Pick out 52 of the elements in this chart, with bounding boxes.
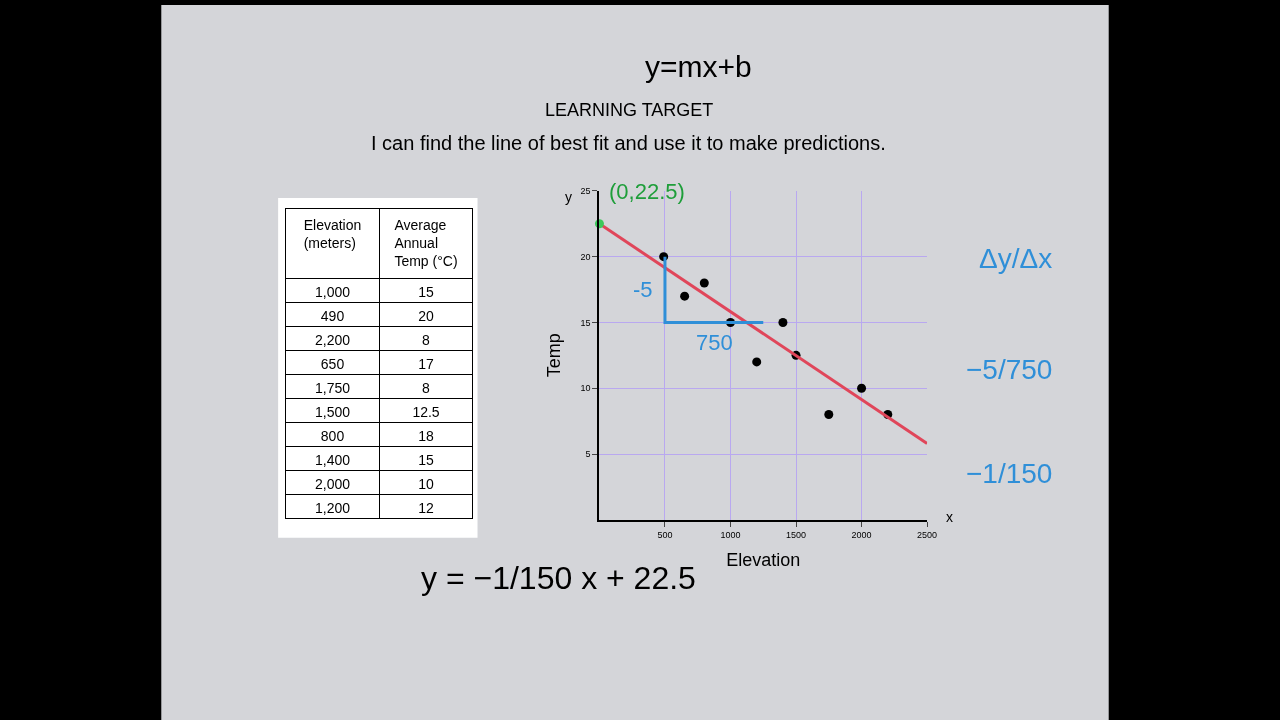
text: 18 — [418, 428, 434, 445]
text: y = −1/150 x + 22.5 — [421, 560, 696, 596]
x-tick-label: 500 — [657, 529, 673, 540]
text: 15 — [418, 284, 434, 301]
text: 800 — [320, 428, 345, 445]
text: Δy/Δx — [979, 243, 1053, 274]
point — [699, 278, 709, 288]
text: 1,400 — [314, 452, 351, 469]
text: y — [565, 189, 572, 205]
text: 17 — [418, 356, 434, 373]
point — [752, 357, 762, 367]
text: 15 — [418, 452, 434, 469]
x-tick-label: 2000 — [851, 529, 872, 540]
annotation: -5 — [633, 277, 653, 302]
y-tick-label: 5 — [585, 449, 591, 460]
text: 8 — [422, 380, 431, 397]
x-tick-label: 1500 — [786, 529, 807, 540]
text: 20 — [418, 308, 434, 325]
text: x — [946, 509, 953, 525]
text: −5/750 — [966, 354, 1053, 385]
point — [680, 291, 690, 301]
point — [778, 317, 788, 327]
text: 12.5 — [412, 404, 440, 421]
x-axis-title: Elevation — [726, 550, 801, 571]
text: 2,200 — [314, 332, 351, 349]
y-axis-title: Temp — [544, 333, 565, 378]
text: 1,750 — [314, 380, 351, 397]
text: y=mx+b — [645, 50, 752, 83]
text: 1,500 — [314, 404, 351, 421]
text: Average Annual Temp (°C) — [394, 216, 458, 270]
text: 1,000 — [314, 284, 351, 301]
y-tick-label: 10 — [580, 383, 591, 394]
point — [824, 410, 834, 420]
text: 490 — [320, 308, 345, 325]
text: 2,000 — [314, 476, 351, 493]
y-tick-label: 15 — [580, 317, 591, 328]
annotation: 750 — [696, 330, 733, 355]
text: 650 — [320, 356, 345, 373]
text: −1/150 — [966, 458, 1053, 489]
x-tick-label: 1000 — [720, 529, 741, 540]
point — [857, 383, 867, 393]
text: I can find the line of best fit and use it to make predictions. — [371, 132, 886, 154]
y-tick-label: 25 — [580, 186, 591, 197]
text: 10 — [418, 476, 434, 493]
x-tick-label: 2500 — [917, 529, 938, 540]
text: 8 — [422, 332, 431, 349]
text: 12 — [418, 500, 434, 517]
y-tick-label: 20 — [580, 251, 591, 262]
text: LEARNING TARGET — [545, 100, 714, 120]
text: 1,200 — [314, 500, 351, 517]
annotation: (0,22.5) — [609, 179, 685, 204]
text: Elevation (meters) — [303, 216, 362, 251]
